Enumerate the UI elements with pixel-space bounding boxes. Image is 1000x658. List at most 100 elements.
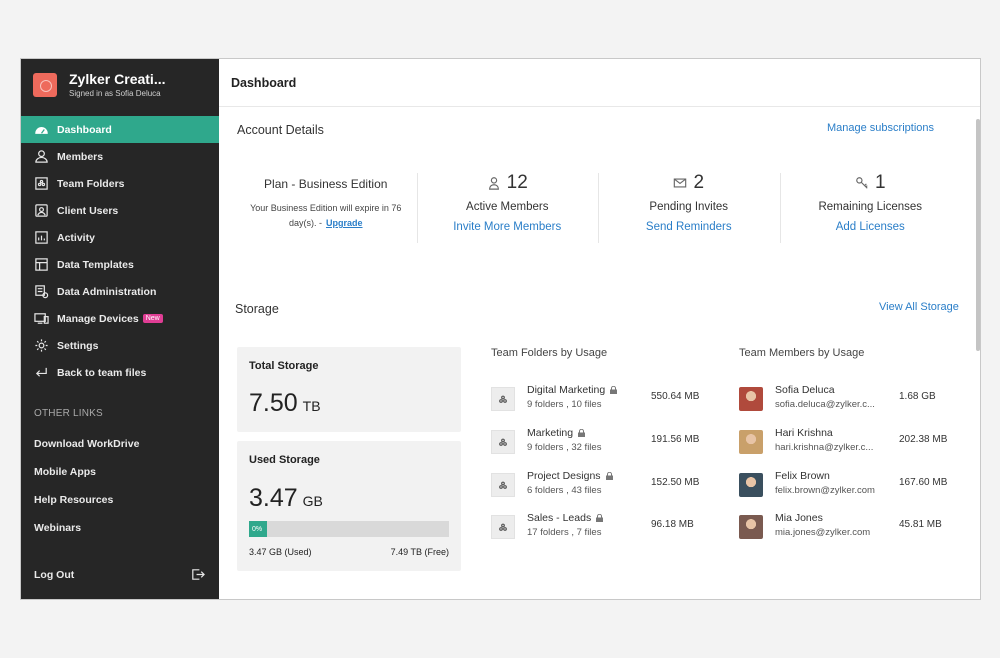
remaining-licenses-count: 1: [874, 172, 886, 193]
sidebar-item-client-users[interactable]: Client Users: [21, 197, 219, 224]
signed-in-label: Signed in as Sofia Deluca: [69, 89, 161, 98]
member-email: mia.jones@zylker.com: [775, 527, 871, 538]
team-folder-icon: [491, 430, 515, 454]
link-mobile-apps[interactable]: Mobile Apps: [34, 466, 97, 478]
sidebar: Zylker Creati... Signed in as Sofia Delu…: [21, 59, 219, 599]
member-usage: 167.60 MB: [899, 477, 948, 488]
client-users-icon: [33, 203, 49, 219]
link-download-workdrive[interactable]: Download WorkDrive: [34, 438, 140, 450]
mail-icon: [674, 178, 687, 188]
sidebar-item-label: Data Administration: [57, 285, 157, 298]
folder-name: Project Designs: [527, 470, 601, 482]
member-name: Felix Brown: [775, 470, 830, 482]
lock-icon: [610, 385, 618, 394]
app-window: Zylker Creati... Signed in as Sofia Delu…: [20, 58, 981, 600]
other-links-title: OTHER LINKS: [34, 408, 103, 419]
sidebar-item-label: Members: [57, 150, 104, 163]
main-content: Dashboard Account Details Manage subscri…: [219, 59, 980, 599]
used-storage-card: Used Storage 3.47 GB 0% 3.47 GB (Used) 7.…: [237, 441, 461, 571]
list-item[interactable]: Marketing 9 folders , 32 files 191.56 MB: [491, 427, 711, 463]
folder-stats: 9 folders , 32 files: [527, 442, 602, 453]
sidebar-item-members[interactable]: Members: [21, 143, 219, 170]
manage-subscriptions-link[interactable]: Manage subscriptions: [827, 122, 935, 134]
sidebar-item-label: Back to team files: [57, 366, 147, 379]
sidebar-item-data-administration[interactable]: Data Administration: [21, 278, 219, 305]
sidebar-item-label: Dashboard: [57, 123, 112, 136]
link-help-resources[interactable]: Help Resources: [34, 494, 114, 506]
list-item[interactable]: Sales - Leads 17 folders , 7 files 96.18…: [491, 512, 711, 548]
active-members-stat: 12 Active Members Invite More Members: [416, 171, 599, 245]
member-email: hari.krishna@zylker.c...: [775, 442, 874, 453]
sidebar-item-label: Team Folders: [57, 177, 125, 190]
add-licenses-link[interactable]: Add Licenses: [835, 221, 905, 233]
sidebar-item-activity[interactable]: Activity: [21, 224, 219, 251]
sidebar-item-back-to-team-files[interactable]: Back to team files: [21, 359, 219, 386]
activity-icon: [33, 230, 49, 246]
send-reminders-link[interactable]: Send Reminders: [645, 221, 732, 233]
folder-name: Digital Marketing: [527, 384, 606, 396]
sidebar-item-label: Data Templates: [57, 258, 134, 271]
link-webinars[interactable]: Webinars: [34, 522, 82, 534]
folder-stats: 17 folders , 7 files: [527, 527, 602, 538]
sidebar-item-team-folders[interactable]: Team Folders: [21, 170, 219, 197]
dashboard-icon: [33, 122, 49, 138]
member-usage: 202.38 MB: [899, 434, 948, 445]
storage-progress-bar: 0%: [249, 521, 449, 537]
lock-icon: [605, 471, 613, 480]
back-icon: [33, 365, 49, 381]
member-name: Sofia Deluca: [775, 384, 835, 396]
sidebar-item-data-templates[interactable]: Data Templates: [21, 251, 219, 278]
other-links: Download WorkDrive Mobile Apps Help Reso…: [21, 430, 219, 542]
total-storage-unit: TB: [302, 398, 321, 414]
plan-title: Plan - Business Edition: [264, 177, 388, 191]
sidebar-item-label: Client Users: [57, 204, 119, 217]
sidebar-item-settings[interactable]: Settings: [21, 332, 219, 359]
list-item[interactable]: Hari Krishna hari.krishna@zylker.c... 20…: [739, 427, 969, 463]
upgrade-link[interactable]: Upgrade: [326, 218, 363, 228]
folder-stats: 6 folders , 43 files: [527, 485, 602, 496]
sidebar-item-label: Activity: [57, 231, 95, 244]
org-switcher[interactable]: Zylker Creati... Signed in as Sofia Delu…: [33, 71, 166, 98]
total-storage-value: 7.50: [249, 389, 298, 417]
logout-icon[interactable]: [190, 567, 205, 582]
list-item[interactable]: Sofia Deluca sofia.deluca@zylker.c... 1.…: [739, 384, 969, 420]
used-storage-unit: GB: [302, 493, 323, 509]
list-item[interactable]: Felix Brown felix.brown@zylker.com 167.6…: [739, 470, 969, 506]
avatar: [739, 387, 763, 411]
gear-icon: [33, 338, 49, 354]
sidebar-item-manage-devices[interactable]: Manage Devices New: [21, 305, 219, 332]
plan-stat: Plan - Business Edition Your Business Ed…: [235, 171, 417, 245]
lock-icon: [578, 428, 586, 437]
view-all-storage-link[interactable]: View All Storage: [879, 301, 959, 313]
data-administration-icon: [33, 284, 49, 300]
members-icon: [33, 149, 49, 165]
list-item[interactable]: Digital Marketing 9 folders , 10 files 5…: [491, 384, 711, 420]
active-members-label: Active Members: [466, 201, 549, 213]
member-name: Hari Krishna: [775, 427, 833, 439]
avatar: [739, 430, 763, 454]
logout-button[interactable]: Log Out: [34, 569, 75, 581]
invite-members-link[interactable]: Invite More Members: [453, 221, 562, 233]
sidebar-item-label: Settings: [57, 339, 99, 352]
avatar: [739, 473, 763, 497]
free-label: 7.49 TB (Free): [390, 547, 449, 557]
lock-icon: [596, 513, 604, 522]
folder-size: 191.56 MB: [651, 434, 700, 445]
storage-title: Storage: [235, 302, 279, 316]
list-item[interactable]: Project Designs 6 folders , 43 files 152…: [491, 470, 711, 506]
scrollbar-thumb[interactable]: [976, 119, 980, 351]
data-templates-icon: [33, 257, 49, 273]
pending-invites-count: 2: [693, 172, 705, 193]
plan-expiry-text: Your Business Edition will expire in 76 …: [250, 203, 402, 228]
member-email: felix.brown@zylker.com: [775, 485, 875, 496]
sidebar-item-dashboard[interactable]: Dashboard: [21, 116, 219, 143]
list-item[interactable]: Mia Jones mia.jones@zylker.com 45.81 MB: [739, 512, 969, 548]
team-folders-icon: [33, 176, 49, 192]
member-name: Mia Jones: [775, 512, 823, 524]
folder-name: Sales - Leads: [527, 512, 592, 524]
pending-invites-label: Pending Invites: [649, 201, 729, 213]
new-badge: New: [142, 314, 163, 323]
devices-icon: [33, 311, 49, 327]
total-storage-title: Total Storage: [249, 360, 319, 372]
avatar: [739, 515, 763, 539]
